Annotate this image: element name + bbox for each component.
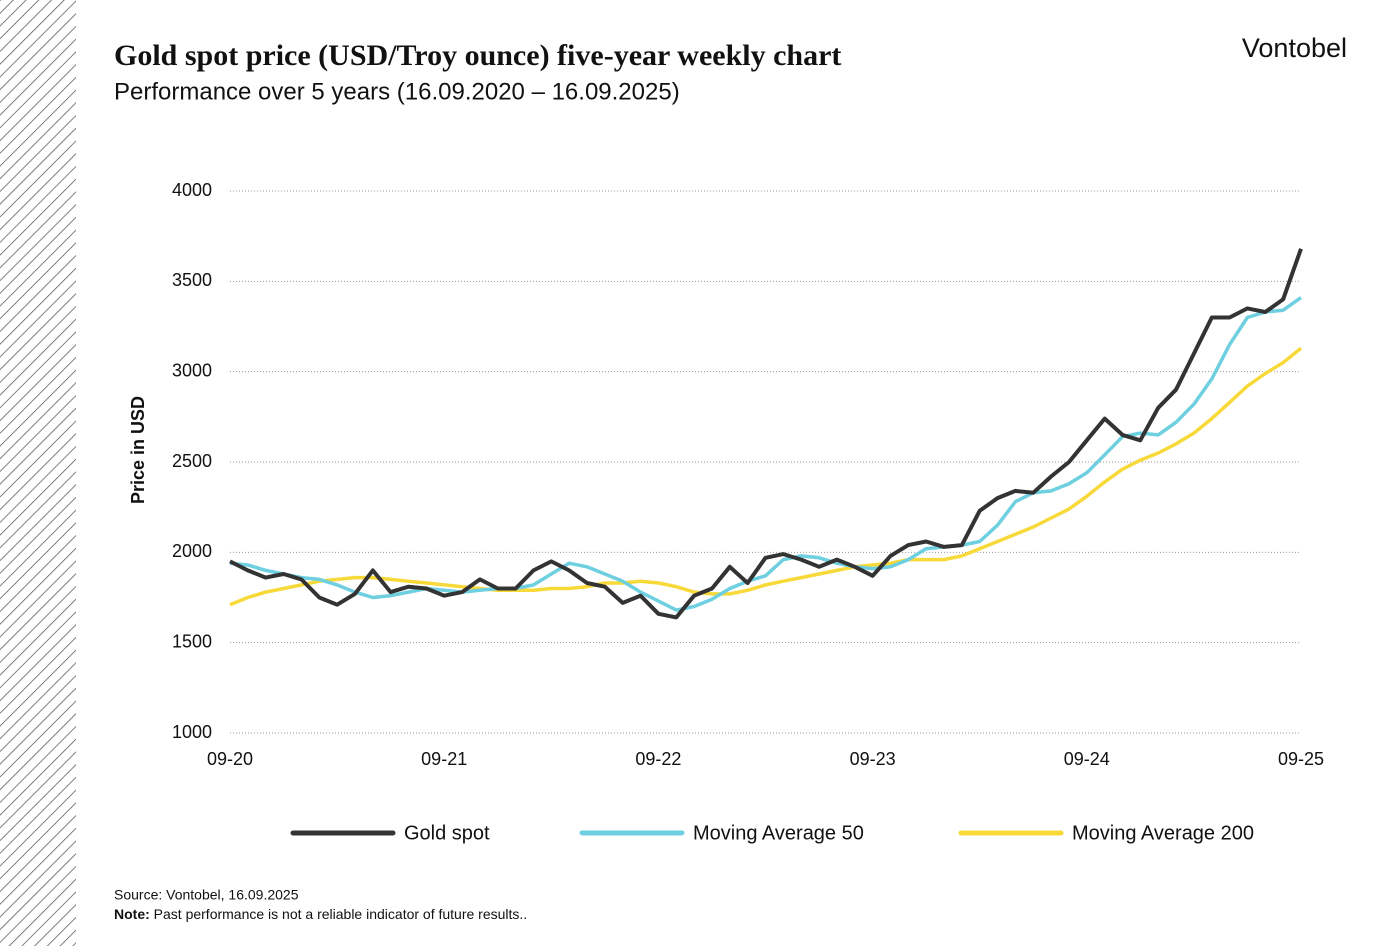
note: Note: Past performance is not a reliable…: [114, 906, 527, 922]
source: Source: Vontobel, 16.09.2025: [114, 887, 299, 903]
y-tick-label: 2000: [172, 541, 212, 561]
x-tick-label: 09-21: [421, 749, 467, 769]
brand-logo: Vontobel: [1242, 33, 1347, 63]
chart-subtitle: Performance over 5 years (16.09.2020 – 1…: [114, 78, 680, 105]
note-text: Past performance is not a reliable indic…: [154, 906, 528, 922]
x-tick-label: 09-22: [635, 749, 681, 769]
y-tick-label: 1500: [172, 631, 212, 651]
plot-area: 1000 1500 2000 2500 3000 3500 4000 09-20 09-21 09…: [172, 180, 1324, 845]
y-tick-label: 3000: [172, 360, 212, 380]
y-tick-label: 4000: [172, 180, 212, 200]
series-line: [229, 248, 1303, 620]
note-label: Note:: [114, 906, 150, 922]
x-tick-label: 09-20: [207, 749, 253, 769]
chart-title: Gold spot price (USD/Troy ounce) five-ye…: [114, 39, 841, 72]
x-tick-label: 09-23: [850, 749, 896, 769]
series-line: [229, 346, 1303, 607]
series-line: [229, 296, 1303, 612]
legend-label: Moving Average 200: [1072, 822, 1254, 844]
y-axis-label: Price in USD: [128, 396, 148, 504]
legend-label: Moving Average 50: [693, 822, 864, 844]
legend-label: Gold spot: [404, 822, 490, 844]
x-tick-label: 09-24: [1064, 749, 1110, 769]
x-tick-label: 09-25: [1278, 749, 1324, 769]
hatch-stripe: [0, 0, 76, 946]
y-tick-label: 2500: [172, 451, 212, 471]
y-tick-label: 1000: [172, 722, 212, 742]
y-tick-label: 3500: [172, 270, 212, 290]
